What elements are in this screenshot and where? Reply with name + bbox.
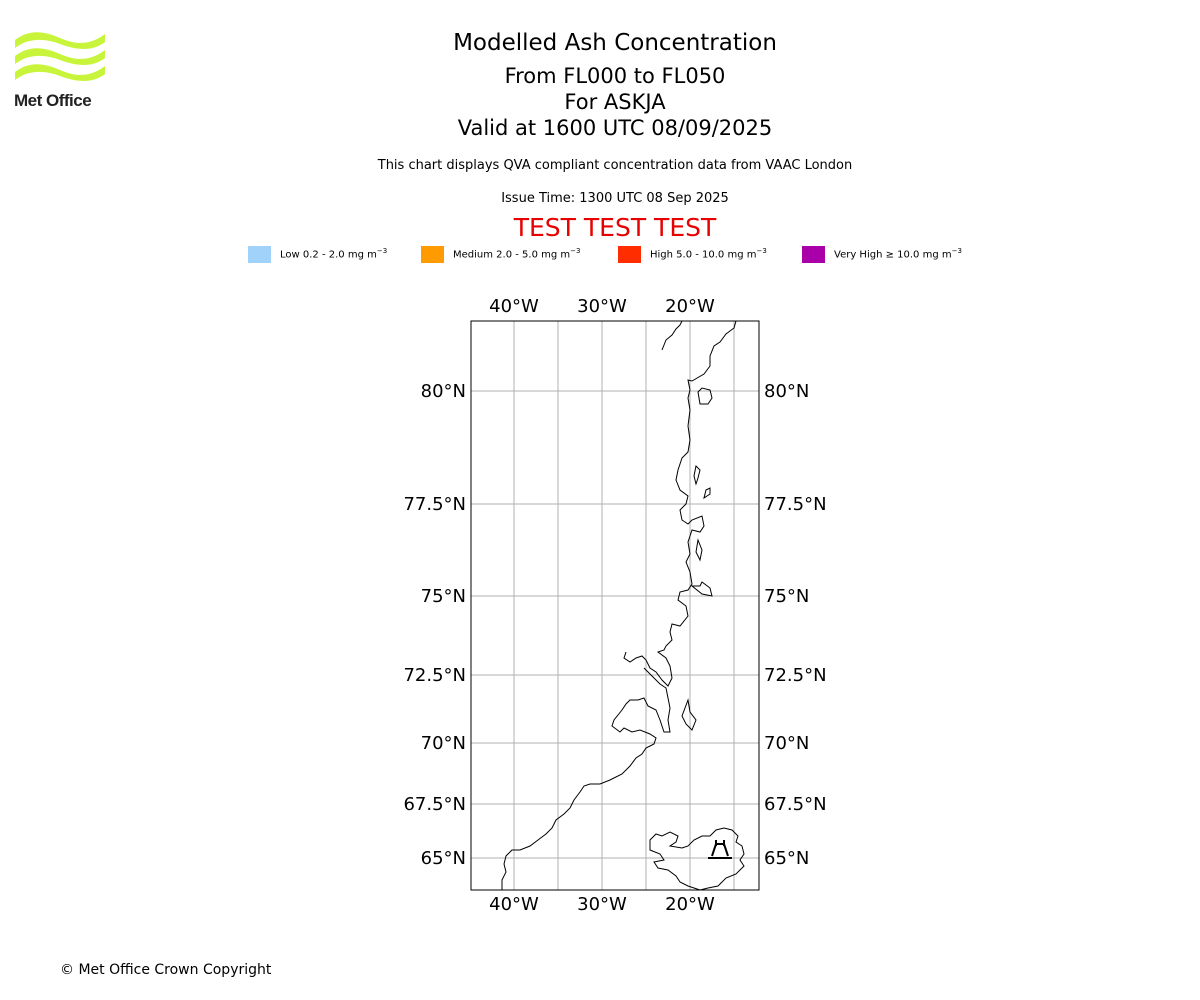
- lon-label-bottom: 30°W: [577, 894, 627, 915]
- legend-unit-exponent: −3: [756, 247, 767, 256]
- legend-label-low: Low 0.2 - 2.0 mg m: [280, 249, 377, 261]
- small-island: [695, 538, 703, 562]
- lat-label-right: 70°N: [764, 733, 809, 754]
- legend-item-medium: Medium 2.0 - 5.0 mg m−3: [421, 245, 580, 263]
- legend-swatch-medium: [421, 245, 444, 263]
- legend-swatch-low: [248, 245, 271, 263]
- legend-item-very-high: Very High ≥ 10.0 mg m−3: [802, 245, 962, 263]
- small-island: [697, 387, 713, 405]
- lon-label-bottom: 40°W: [489, 894, 539, 915]
- copyright: © Met Office Crown Copyright: [60, 962, 272, 978]
- map-svg: 40°W 30°W 20°W 40°W 30°W 20°W 80°N 77.5°…: [403, 296, 827, 915]
- lon-label-top: 30°W: [577, 296, 627, 317]
- lat-label-right: 80°N: [764, 381, 809, 402]
- lat-label-left: 77.5°N: [403, 494, 466, 515]
- chart-description: This chart displays QVA compliant concen…: [377, 158, 853, 173]
- issue-time: Issue Time: 1300 UTC 08 Sep 2025: [501, 191, 729, 206]
- lat-label-left: 70°N: [421, 733, 466, 754]
- lat-label-left: 67.5°N: [403, 794, 466, 815]
- greenland-coast: [501, 320, 737, 890]
- coastlines: [501, 320, 745, 891]
- lon-label-bottom: 20°W: [665, 894, 715, 915]
- small-island: [693, 464, 701, 486]
- legend-item-high: High 5.0 - 10.0 mg m−3: [618, 245, 767, 263]
- lat-label-left: 80°N: [421, 381, 466, 402]
- lat-label-right: 72.5°N: [764, 665, 827, 686]
- legend-label-medium: Medium 2.0 - 5.0 mg m: [453, 249, 571, 261]
- flight-levels: From FL000 to FL050: [504, 64, 726, 88]
- volcano-name: For ASKJA: [564, 90, 666, 114]
- small-island: [703, 487, 711, 500]
- lat-label-right: 75°N: [764, 586, 809, 607]
- lat-label-left: 75°N: [421, 586, 466, 607]
- small-island: [690, 581, 713, 597]
- lon-label-top: 40°W: [489, 296, 539, 317]
- legend-unit-exponent: −3: [570, 247, 581, 256]
- valid-time: Valid at 1600 UTC 08/09/2025: [457, 116, 773, 140]
- legend-label-very-high: Very High ≥ 10.0 mg m: [834, 249, 952, 261]
- legend-label-high: High 5.0 - 10.0 mg m: [650, 249, 757, 261]
- legend-unit-exponent: −3: [951, 247, 962, 256]
- lat-label-left: 72.5°N: [403, 665, 466, 686]
- met-office-logo: Met Office: [14, 30, 106, 112]
- logo-text: Met Office: [14, 91, 92, 110]
- lat-label-left: 65°N: [421, 848, 466, 869]
- lon-label-top: 20°W: [665, 296, 715, 317]
- legend-item-low: Low 0.2 - 2.0 mg m−3: [248, 245, 387, 263]
- map-frame: [470, 320, 760, 891]
- lat-label-right: 77.5°N: [764, 494, 827, 515]
- test-banner: TEST TEST TEST: [513, 213, 717, 242]
- legend-swatch-very-high: [802, 245, 825, 263]
- small-island: [681, 698, 697, 731]
- legend-swatch-high: [618, 245, 641, 263]
- lat-label-right: 65°N: [764, 848, 809, 869]
- chart-title: Modelled Ash Concentration: [453, 30, 777, 56]
- lat-label-right: 67.5°N: [764, 794, 827, 815]
- iceland-coast: [649, 827, 745, 891]
- ash-map[interactable]: 40°W 30°W 20°W 40°W 30°W 20°W 80°N 77.5°…: [380, 280, 880, 920]
- met-office-waves-icon: [15, 32, 105, 81]
- gridlines: [471, 321, 759, 890]
- volcano-icon: [708, 840, 732, 859]
- legend-unit-exponent: −3: [376, 247, 388, 256]
